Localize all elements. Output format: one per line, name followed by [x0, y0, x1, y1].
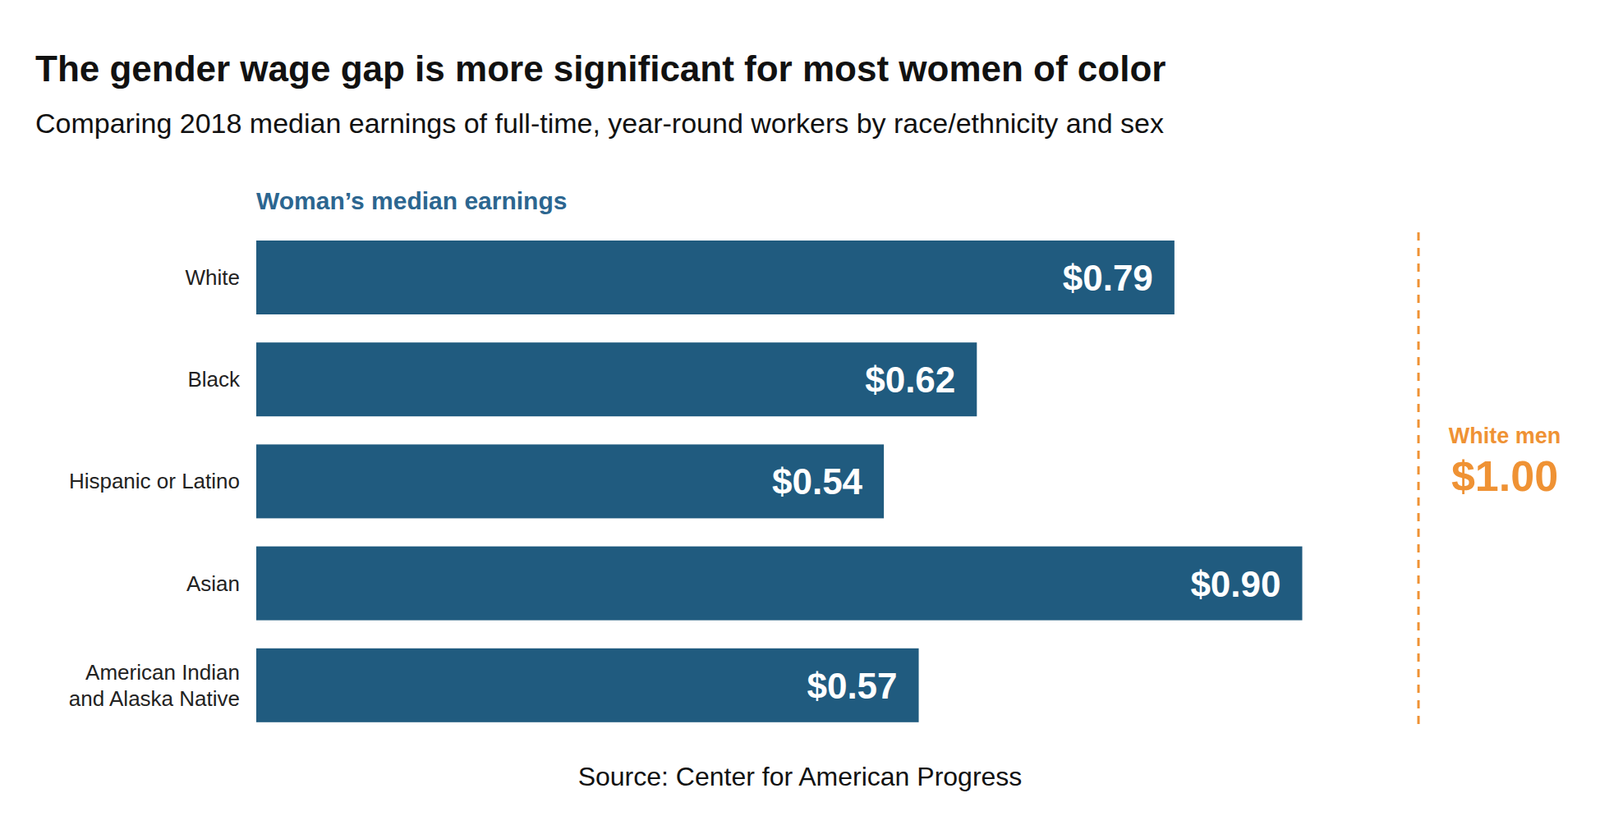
- category-label-line: Hispanic or Latino: [68, 468, 240, 494]
- subtitle: Comparing 2018 median earnings of full-t…: [35, 107, 1164, 139]
- category-label: Black: [187, 367, 241, 392]
- data-label: $0.90: [1190, 564, 1281, 605]
- category-label: Hispanic or Latino: [68, 468, 240, 494]
- data-label: $0.57: [806, 666, 897, 707]
- bar: [256, 240, 1175, 315]
- bar: [256, 444, 884, 519]
- category-label-line: and Alaska Native: [68, 686, 240, 712]
- category-label: American Indianand Alaska Native: [68, 660, 240, 712]
- data-label: $0.54: [772, 461, 864, 502]
- category-label-line: White: [185, 265, 240, 290]
- bars: [256, 240, 1303, 723]
- category-label: White: [185, 265, 240, 290]
- category-label-line: American Indian: [85, 660, 240, 686]
- reference-line: [1417, 232, 1421, 725]
- reference-label: White men: [1448, 423, 1562, 449]
- source: Source: Center for American Progress: [578, 762, 1023, 792]
- bar: [256, 648, 920, 723]
- category-label-line: Asian: [186, 571, 240, 597]
- bar: [256, 547, 1303, 621]
- data-label: $0.62: [864, 359, 956, 400]
- category-label: Asian: [186, 571, 240, 597]
- series-header: Woman’s median earnings: [256, 187, 567, 215]
- title: The gender wage gap is more significant …: [35, 48, 1166, 89]
- chart: The gender wage gap is more significant …: [0, 0, 1600, 825]
- category-label-line: Black: [187, 367, 241, 392]
- data-label: $0.79: [1062, 257, 1154, 299]
- bar: [256, 342, 977, 417]
- reference-value: $1.00: [1451, 452, 1559, 501]
